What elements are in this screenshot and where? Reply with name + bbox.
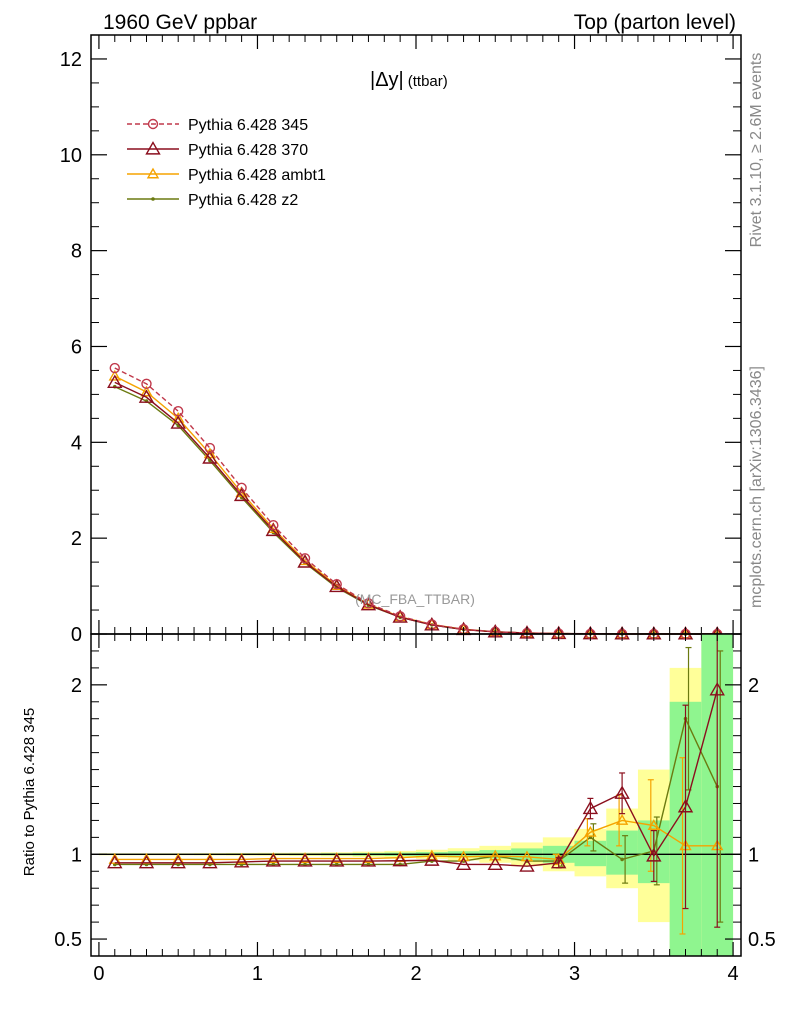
legend-marker-z2 xyxy=(151,197,155,201)
plot-title: |Δy| (ttbar) xyxy=(370,69,448,91)
legend-marker-ambt1 xyxy=(146,167,160,179)
main-panel: (MC_FBA_TTBAR) |Δy| (ttbar) Pythia 6.428 … xyxy=(60,34,742,646)
ratio-point-p370 xyxy=(392,852,408,867)
point-p345 xyxy=(268,520,279,531)
x-tick-label: 3 xyxy=(569,963,580,985)
ratio-y-tick-label-right: 0.5 xyxy=(748,929,776,951)
ratio-point-ambt1 xyxy=(615,814,629,825)
ratio-point-p370 xyxy=(487,856,503,871)
y-tick-label: 6 xyxy=(71,336,82,358)
point-p345 xyxy=(236,482,247,494)
point-p370 xyxy=(138,389,155,403)
y-tick-label: 0 xyxy=(71,624,82,646)
y-tick-label: 4 xyxy=(71,432,82,454)
ratio-y-tick-label: 1 xyxy=(71,844,82,866)
point-p345 xyxy=(363,598,374,609)
ratio-point-p370 xyxy=(329,853,345,867)
ratio-point-p370 xyxy=(297,853,313,867)
point-ambt1 xyxy=(171,411,185,423)
point-ambt1 xyxy=(140,385,153,397)
ratio-point-ambt1 xyxy=(489,849,502,861)
point-p345 xyxy=(109,362,120,374)
ratio-point-p370 xyxy=(170,854,186,869)
ratio-point-p370 xyxy=(360,853,377,867)
y-tick-label: 8 xyxy=(71,241,82,263)
ratio-point-p370 xyxy=(646,848,662,862)
watermark: (MC_FBA_TTBAR) xyxy=(355,591,475,607)
point-p345 xyxy=(394,611,406,622)
y-tick-label: 10 xyxy=(60,145,82,167)
legend-label-ambt1: Pythia 6.428 ambt1 xyxy=(188,167,326,184)
ratio-point-ambt1 xyxy=(457,850,470,862)
ratio-y-tick-label: 2 xyxy=(71,675,82,697)
header-right: Top (parton level) xyxy=(574,11,736,34)
point-p345 xyxy=(331,578,342,590)
side-mcplots-text: mcplots.cern.ch [arXiv:1306.3436] xyxy=(748,366,765,608)
point-p345 xyxy=(172,405,184,417)
x-tick-label: 1 xyxy=(252,963,263,985)
plot-title-sub: (ttbar) xyxy=(408,73,448,90)
ratio-point-p370 xyxy=(424,852,440,866)
point-p370 xyxy=(265,522,282,537)
ratio-point-p370 xyxy=(709,682,725,696)
ratio-point-p370 xyxy=(455,856,472,871)
point-p370 xyxy=(233,487,250,502)
legend-label-p370: Pythia 6.428 370 xyxy=(188,142,308,159)
point-p345 xyxy=(204,442,216,454)
ratio-y-tick-label-right: 2 xyxy=(748,675,759,697)
point-p345 xyxy=(141,378,152,390)
ratio-point-p370 xyxy=(107,854,123,869)
ratio-point-p370 xyxy=(519,858,535,872)
x-tick-label: 0 xyxy=(93,963,104,985)
header-left: 1960 GeV ppbar xyxy=(103,11,257,34)
ratio-point-p370 xyxy=(233,854,250,868)
ratio-point-p370 xyxy=(202,854,218,869)
y-tick-label: 2 xyxy=(71,528,82,550)
point-ambt1 xyxy=(108,369,121,381)
ratio-point-p370 xyxy=(265,853,282,867)
ratio-point-z2 xyxy=(620,857,624,862)
ratio-panel: 0.5 0.5 1 1 2 2 0 1 2 3 4 xyxy=(54,633,776,985)
point-p370 xyxy=(202,450,218,464)
ratio-y-tick-label-right: 1 xyxy=(748,844,759,866)
x-tick-label: 4 xyxy=(728,963,739,985)
ratio-y-label: Ratio to Pythia 6.428 345 xyxy=(21,708,38,876)
plot-title-main: |Δy| xyxy=(370,69,404,91)
point-p370 xyxy=(107,374,123,388)
ratio-point-ambt1 xyxy=(584,825,597,837)
legend-label-z2: Pythia 6.428 z2 xyxy=(188,192,298,209)
ratio-line-ambt1 xyxy=(114,819,718,861)
y-tick-label: 12 xyxy=(60,49,82,71)
point-p370 xyxy=(170,415,186,429)
ratio-point-ambt1 xyxy=(647,819,661,830)
legend-marker-p345 xyxy=(147,118,159,130)
ratio-point-p370 xyxy=(550,854,567,869)
ratio-point-p370 xyxy=(582,800,599,815)
ratio-point-p370 xyxy=(677,798,694,813)
legend: Pythia 6.428 345 Pythia 6.428 370 Pythia 6… xyxy=(127,117,326,209)
ratio-y-tick-label: 0.5 xyxy=(54,929,82,951)
uncertainty-band-inner xyxy=(606,830,638,875)
ratio-point-p370 xyxy=(614,785,630,799)
side-rivet-text: Rivet 3.1.10, ≥ 2.6M events xyxy=(748,53,765,248)
legend-marker-p370 xyxy=(145,141,161,155)
x-tick-label: 2 xyxy=(410,963,421,985)
ratio-point-p370 xyxy=(138,854,155,869)
legend-label-p345: Pythia 6.428 345 xyxy=(188,117,308,134)
point-p345 xyxy=(299,553,311,564)
